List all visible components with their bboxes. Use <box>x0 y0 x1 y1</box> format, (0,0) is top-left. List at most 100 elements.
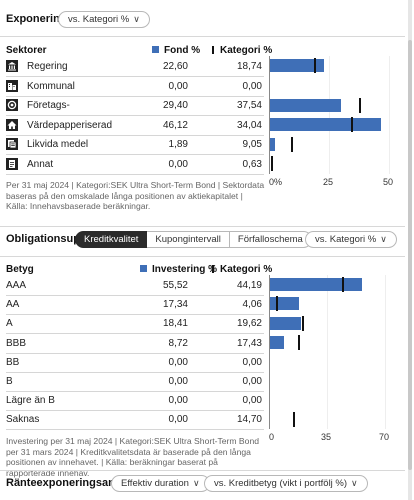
duration-dropdown[interactable]: Effektiv duration ∨ <box>111 475 210 492</box>
category-marker <box>350 117 353 133</box>
rating-label: AAA <box>6 280 27 291</box>
kategori-legend-marker <box>212 46 214 54</box>
exponering-compare-dropdown[interactable]: vs. Kategori % ∨ <box>58 11 150 28</box>
kategori-header-2: Kategori % <box>212 264 272 275</box>
investering-legend-swatch <box>140 265 147 272</box>
kategori-header: Kategori % <box>212 45 272 56</box>
kategori-value: 0,00 <box>242 376 262 387</box>
chart-gridline <box>327 275 328 429</box>
sector-row: Värdepapperiserad 46,12 34,04 <box>6 116 264 136</box>
cash-icon <box>6 138 18 151</box>
divider <box>0 226 405 227</box>
chart-bar <box>270 137 275 151</box>
rating-label: AA <box>6 299 20 311</box>
tab-forfalloschema[interactable]: Förfalloschema <box>229 231 312 248</box>
rating-row: AA 17,34 4,06 <box>6 295 264 316</box>
rating-label: Saknas <box>6 414 40 426</box>
kategori-value: 44,19 <box>236 280 262 291</box>
axis-tick-label: 25 <box>323 176 334 187</box>
chart-gridline <box>389 56 390 174</box>
kategori-value: 0,00 <box>242 356 262 368</box>
divider <box>0 256 405 257</box>
securitized-icon <box>6 118 18 131</box>
investering-value: 18,41 <box>162 318 188 330</box>
investering-value: 55,52 <box>162 280 188 291</box>
kategori-value: 17,43 <box>236 337 262 349</box>
chart-gridline <box>385 275 386 429</box>
sector-row: Kommunal 0,00 0,00 <box>6 77 264 97</box>
kategori-value: 4,06 <box>242 299 262 311</box>
kategori-value: 0,00 <box>242 395 262 407</box>
rating-row: B 0,00 0,00 <box>6 372 264 392</box>
fond-value: 29,40 <box>162 100 188 112</box>
exponering-dropdown-label: vs. Kategori % <box>68 14 130 25</box>
chart-axis-line <box>269 56 270 174</box>
fond-header: Fond % <box>152 45 200 56</box>
rating-label: A <box>6 318 13 330</box>
sector-label: Regering <box>27 61 68 72</box>
scrollbar[interactable] <box>408 0 412 500</box>
sector-exposure-chart: 0% 25 50 <box>269 56 393 187</box>
ranteexponering-title: Ränteexponeringsanalys <box>6 477 137 489</box>
investering-value: 0,00 <box>168 356 188 368</box>
kategori-legend-marker <box>212 265 214 273</box>
kategori-value: 34,04 <box>236 119 262 131</box>
rating-row: BBB 8,72 17,43 <box>6 334 264 354</box>
chart-bar <box>270 316 301 330</box>
investering-value: 0,00 <box>168 395 188 407</box>
obligation-footnote: Investering per 31 maj 2024 | Kategori:S… <box>6 436 260 478</box>
rating-row: BB 0,00 0,00 <box>6 353 264 373</box>
divider <box>0 36 405 37</box>
sector-row: Annat 0,00 0,63 <box>6 155 264 175</box>
rating-row: Lägre än B 0,00 0,00 <box>6 391 264 412</box>
category-marker <box>297 334 300 350</box>
sector-label: Företags- <box>27 100 70 112</box>
category-marker <box>301 315 304 331</box>
betyg-header: Betyg <box>6 264 34 275</box>
sektorer-header: Sektorer <box>6 45 47 56</box>
investering-value: 17,34 <box>162 299 188 311</box>
chart-bar <box>270 118 381 132</box>
duration-dropdown-label: Effektiv duration <box>121 478 189 489</box>
category-marker <box>342 277 345 293</box>
rating-row: AAA 55,52 44,19 <box>6 276 264 296</box>
chevron-down-icon: ∨ <box>351 478 358 488</box>
investering-value: 8,72 <box>168 337 188 349</box>
municipal-icon <box>6 79 18 92</box>
axis-tick-label: 0 <box>269 431 275 442</box>
chart-bar <box>270 278 362 292</box>
scrollbar-thumb[interactable] <box>408 40 412 470</box>
tab-kupongintervall[interactable]: Kupongintervall <box>147 231 230 248</box>
obligation-compare-dropdown[interactable]: vs. Kategori % ∨ <box>305 231 397 248</box>
category-marker <box>313 58 316 74</box>
fond-value: 1,89 <box>168 139 188 151</box>
rating-label: BBB <box>6 337 27 349</box>
chevron-down-icon: ∨ <box>192 478 200 488</box>
kreditbetyg-dropdown[interactable]: vs. Kreditbetyg (vikt i portfölj %) ∨ <box>204 475 368 492</box>
rating-label: BB <box>6 356 20 368</box>
government-icon <box>6 60 18 72</box>
chart-gridline <box>329 56 330 174</box>
chart-bar <box>270 98 341 112</box>
exponering-title: Exponering <box>6 13 67 25</box>
chevron-down-icon: ∨ <box>133 14 140 24</box>
kategori-value: 19,62 <box>236 318 262 330</box>
investering-value: 0,00 <box>168 414 188 426</box>
kategori-value: 0,00 <box>242 80 262 92</box>
axis-tick-label: 0% <box>269 176 283 187</box>
investering-header: Investering % <box>140 264 217 275</box>
sector-label: Kommunal <box>27 80 75 92</box>
sector-label: Annat <box>27 159 54 170</box>
kreditbetyg-dropdown-label: vs. Kreditbetyg (vikt i portfölj %) <box>214 478 348 489</box>
kategori-value: 37,54 <box>236 100 262 112</box>
fond-value: 0,00 <box>168 159 188 170</box>
tab-kreditkvalitet[interactable]: Kreditkvalitet <box>75 231 148 248</box>
rating-row: Saknas 0,00 14,70 <box>6 410 264 431</box>
sector-row: Företags- 29,40 37,54 <box>6 96 264 117</box>
axis-tick-label: 50 <box>383 176 394 187</box>
sector-row: Likvida medel 1,89 9,05 <box>6 135 264 156</box>
category-marker <box>270 156 273 172</box>
rating-row: A 18,41 19,62 <box>6 314 264 335</box>
category-marker <box>290 136 293 152</box>
